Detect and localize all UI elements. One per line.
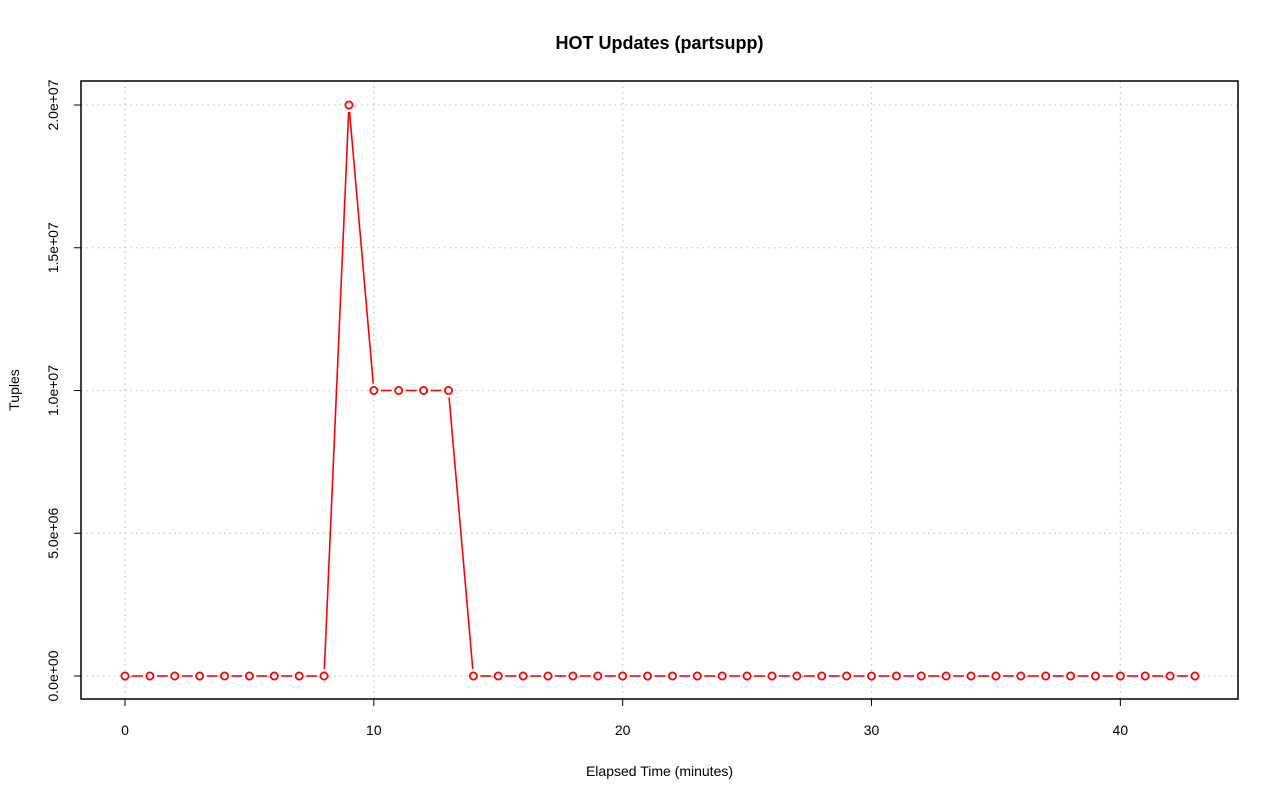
data-point (842, 671, 852, 681)
data-point (195, 671, 205, 681)
series-line-segment (323, 111, 350, 670)
data-point (1190, 671, 1200, 681)
data-point (344, 100, 354, 110)
series-line-segment (448, 397, 474, 670)
y-axis-label: Tuples (6, 369, 22, 411)
data-point (269, 671, 279, 681)
chart-title: HOT Updates (partsupp) (555, 33, 763, 53)
data-point (394, 385, 404, 395)
data-point (1090, 671, 1100, 681)
data-point (120, 671, 130, 681)
data-point (991, 671, 1001, 681)
data-point (369, 385, 379, 395)
data-point (1165, 671, 1175, 681)
data-point (170, 671, 180, 681)
data-point (792, 671, 802, 681)
data-point (966, 671, 976, 681)
data-point (717, 671, 727, 681)
data-point (692, 671, 702, 681)
x-tick-label: 40 (1113, 722, 1129, 738)
x-tick-label: 20 (615, 722, 631, 738)
data-point (244, 671, 254, 681)
data-point (1066, 671, 1076, 681)
data-point (145, 671, 155, 681)
data-point (742, 671, 752, 681)
data-point (1016, 671, 1026, 681)
data-point (493, 671, 503, 681)
data-point (643, 671, 653, 681)
data-point (1140, 671, 1150, 681)
x-tick-label: 0 (121, 722, 129, 738)
grid-lines (81, 81, 1238, 699)
x-axis-label: Elapsed Time (minutes) (586, 763, 733, 779)
data-point (468, 671, 478, 681)
data-point (419, 385, 429, 395)
data-point (220, 671, 230, 681)
data-point (618, 671, 628, 681)
data-point (767, 671, 777, 681)
axis-ticks: 0 10 20 30 40 0.0e+00 5.0e+06 1.0e+07 1.5e+07 2.0… (45, 79, 1128, 738)
data-point (593, 671, 603, 681)
data-point (518, 671, 528, 681)
data-point (916, 671, 926, 681)
y-tick-label: 5.0e+06 (45, 508, 61, 559)
data-point (319, 671, 329, 681)
data-point (667, 671, 677, 681)
data-point (817, 671, 827, 681)
y-tick-label: 0.0e+00 (45, 650, 61, 701)
data-point (294, 671, 304, 681)
data-point (543, 671, 553, 681)
y-tick-label: 1.5e+07 (45, 222, 61, 273)
x-tick-label: 30 (864, 722, 880, 738)
data-point (1115, 671, 1125, 681)
y-tick-label: 2.0e+07 (45, 79, 61, 130)
series-red (120, 100, 1200, 681)
x-tick-label: 10 (366, 722, 382, 738)
data-point (1041, 671, 1051, 681)
y-tick-label: 1.0e+07 (45, 365, 61, 416)
data-point (443, 385, 453, 395)
data-point (891, 671, 901, 681)
data-point (867, 671, 877, 681)
data-point (941, 671, 951, 681)
data-point (568, 671, 578, 681)
series-line-segment (348, 111, 375, 384)
